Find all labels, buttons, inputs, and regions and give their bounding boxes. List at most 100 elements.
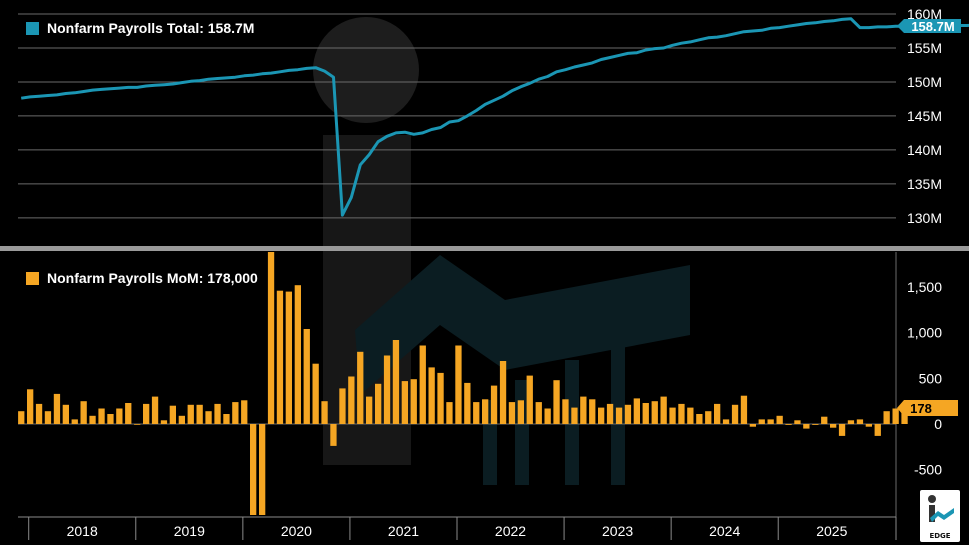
- mom-bar: [89, 415, 96, 424]
- mom-bar: [749, 424, 756, 427]
- mom-bar: [696, 414, 703, 424]
- year-label: 2022: [495, 523, 526, 539]
- mom-bar: [366, 396, 373, 424]
- mom-bar: [455, 345, 462, 424]
- mom-bar: [705, 411, 712, 424]
- mom-bar: [535, 402, 542, 424]
- mom-bar: [642, 403, 649, 424]
- mom-bar: [107, 414, 114, 424]
- bottom-y-tick-label: 500: [919, 370, 943, 386]
- mom-bar: [722, 419, 730, 424]
- mom-bar: [794, 420, 801, 424]
- bottom-y-tick-label: 0: [934, 416, 942, 432]
- top-y-tick-label: 130M: [907, 210, 942, 226]
- year-label: 2021: [388, 523, 419, 539]
- mom-bar: [508, 402, 516, 424]
- mom-bar: [865, 424, 872, 427]
- mom-badge: 178: [897, 400, 958, 416]
- mom-bar: [410, 379, 417, 424]
- mom-bar: [767, 419, 774, 424]
- mom-bar: [606, 403, 614, 424]
- mom-bar: [151, 396, 159, 424]
- bottom-y-tick-label: 1,500: [907, 279, 942, 295]
- top-gridlines: [18, 13, 896, 219]
- year-label: 2019: [174, 523, 205, 539]
- mom-bar: [205, 411, 212, 424]
- top-y-tick-label: 160M: [907, 6, 942, 22]
- mom-bar: [169, 405, 176, 424]
- mom-bar: [259, 424, 266, 515]
- total-badge: 158.7M: [897, 19, 961, 34]
- mom-bar: [553, 380, 560, 424]
- mom-bar: [812, 424, 819, 425]
- top-y-tick-label: 155M: [907, 40, 942, 56]
- mom-bar: [731, 404, 739, 424]
- year-label: 2018: [67, 523, 98, 539]
- edge-logo: EDGE: [920, 490, 960, 542]
- total-legend-label: Nonfarm Payrolls Total: 158.7M: [47, 20, 255, 36]
- mom-bar: [482, 399, 489, 424]
- mom-legend-label: Nonfarm Payrolls MoM: 178,000: [47, 270, 258, 286]
- mom-bar: [312, 363, 319, 424]
- mom-bar: [830, 424, 837, 428]
- top-y-tick-label: 135M: [907, 176, 942, 192]
- mom-bar: [214, 403, 221, 424]
- mom-bar: [285, 291, 292, 424]
- mom-bar: [196, 404, 203, 424]
- year-label: 2020: [281, 523, 312, 539]
- mom-bar: [241, 400, 248, 424]
- mom-bar: [125, 403, 132, 424]
- year-label: 2024: [709, 523, 740, 539]
- year-label: 2023: [602, 523, 633, 539]
- mom-bar: [571, 407, 578, 424]
- total-legend: Nonfarm Payrolls Total: 158.7M: [26, 20, 254, 36]
- mom-bar: [98, 408, 105, 424]
- mom-bar: [678, 403, 685, 424]
- mom-bar: [446, 402, 453, 424]
- mom-bar: [740, 395, 748, 424]
- mom-bar: [687, 407, 694, 424]
- mom-bar: [651, 401, 658, 424]
- mom-bar: [80, 401, 87, 424]
- bottom-y-tick-label: -500: [914, 462, 942, 478]
- mom-bar: [624, 404, 632, 424]
- mom-bar: [821, 416, 828, 424]
- mom-bar: [473, 402, 480, 424]
- mom-bar: [223, 414, 230, 424]
- mom-bar: [428, 367, 435, 424]
- mom-legend: Nonfarm Payrolls MoM: 178,000: [26, 270, 258, 286]
- mom-bar: [437, 372, 444, 424]
- mom-bar: [856, 419, 864, 424]
- mom-bar: [330, 424, 337, 446]
- mom-bar: [419, 345, 426, 424]
- mom-bar: [526, 375, 533, 424]
- mom-bar: [633, 398, 640, 424]
- mom-bar: [62, 404, 69, 424]
- mom-bar: [232, 402, 239, 424]
- mom-bar: [758, 419, 765, 424]
- mom-bar: [392, 340, 400, 424]
- mom-bar: [357, 351, 364, 424]
- mom-bar: [660, 396, 667, 424]
- total-badge-value: 158.7M: [911, 19, 954, 34]
- mom-bar: [499, 361, 507, 424]
- mom-bar: [874, 424, 881, 436]
- mom-bar: [143, 403, 150, 424]
- x-axis: 2018 2019 2020 2021 2022 2023 2024 2025: [18, 516, 897, 540]
- total-legend-swatch: [26, 21, 39, 35]
- mom-bar: [348, 376, 355, 424]
- mom-bar: [250, 424, 257, 515]
- mom-bar: [53, 393, 61, 424]
- mom-bar: [615, 407, 623, 424]
- mom-bar: [35, 403, 43, 424]
- logo-text: EDGE: [929, 532, 951, 540]
- panel-separator: [0, 246, 969, 251]
- mom-bar: [71, 419, 78, 424]
- mom-bar: [785, 424, 792, 425]
- mom-bar: [267, 252, 275, 424]
- mom-bar: [714, 403, 721, 424]
- mom-bar: [598, 407, 605, 424]
- mom-bar: [321, 401, 328, 424]
